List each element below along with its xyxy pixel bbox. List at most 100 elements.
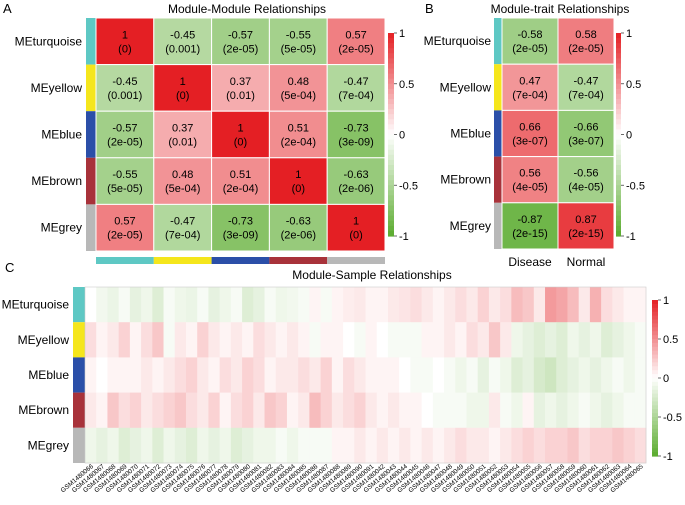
panel-c-legend-swatch — [652, 335, 658, 340]
panel-b-legend-swatch — [616, 164, 621, 171]
panel-b-row-color-bar — [494, 18, 502, 65]
panel-b-legend-swatch — [616, 33, 621, 39]
panel-a-legend-swatch — [388, 83, 394, 90]
panel-a-cell-value: -0.57 — [228, 29, 253, 41]
panel-c-color-legend: 1 0.5 0 -0.5 -1 — [652, 295, 682, 463]
panel-c-cell — [421, 322, 434, 358]
panel-a-row-label: MEblue — [41, 128, 82, 142]
panel-a-cell-pvalue: (0.001) — [107, 90, 142, 102]
panel-c-cell — [309, 392, 322, 429]
panel-c-cell — [511, 322, 523, 358]
panel-c-cell — [96, 427, 108, 464]
panel-b-cell-pvalue: (7e-04) — [568, 89, 603, 101]
panel-b-heatmap: MEturquoise MEyellow MEblue MEbrown MEgrey Di… — [424, 17, 615, 269]
panel-c-cell — [533, 287, 546, 323]
panel-c-legend-swatch — [652, 389, 658, 395]
panel-c-cell — [634, 427, 647, 464]
panel-a-cell — [95, 203, 155, 252]
panel-a-cell-pvalue: (0) — [349, 230, 362, 242]
panel-a-row-color-bar — [86, 157, 96, 205]
panel-c-cell — [376, 287, 389, 323]
panel-a-cell-value: 1 — [295, 169, 301, 181]
panel-a-cell-value: -0.73 — [344, 123, 369, 135]
panel-c-legend-swatch — [652, 350, 658, 356]
panel-c-cell — [174, 322, 187, 358]
panel-a-row-label: MEgrey — [41, 221, 82, 235]
panel-b-cell — [501, 109, 559, 158]
panel-c-cell — [589, 322, 602, 358]
panel-a-legend-swatch — [388, 159, 394, 166]
panel-c-cell — [309, 287, 322, 323]
panel-a-legend-swatch — [388, 43, 394, 49]
panel-a-cell-value: 1 — [180, 76, 186, 88]
panel-b-legend-swatch — [616, 104, 621, 110]
panel-a-cell-pvalue: (2e-04) — [223, 183, 258, 195]
panel-c-cell — [444, 392, 456, 429]
panel-a-legend-swatch — [388, 38, 394, 44]
panel-c-cell — [522, 357, 535, 393]
panel-c-cell — [421, 287, 434, 323]
panel-b-legend-swatch — [616, 200, 621, 207]
panel-c-cell — [354, 427, 366, 464]
panel-b-cell-pvalue: (2e-15) — [568, 228, 603, 240]
panel-c-cell — [365, 287, 378, 323]
panel-a-cell-pvalue: (2e-06) — [338, 183, 373, 195]
panel-c-legend-swatch — [652, 417, 658, 422]
panel-b-legend-swatch — [616, 83, 621, 90]
panel-c-cell — [589, 427, 602, 464]
panel-c-cell — [275, 392, 288, 429]
panel-b-legend-swatch — [616, 230, 621, 237]
panel-c-cell — [118, 287, 131, 323]
panel-c-row-color-bar — [73, 287, 85, 323]
panel-b-legend-swatch — [616, 48, 621, 54]
panel-b-legend-swatch — [616, 124, 621, 131]
panel-b-legend-swatch — [616, 225, 621, 232]
panel-b-cell-pvalue: (4e-05) — [512, 182, 547, 194]
panel-c-legend-swatch — [652, 370, 658, 375]
panel-b-legend-swatch — [616, 68, 621, 75]
panel-c-cell — [331, 287, 344, 323]
panel-c-cell — [264, 322, 277, 358]
panel-b-row-label: MEturquoise — [424, 34, 492, 48]
panel-c-row-label: MEturquoise — [2, 298, 70, 312]
panel-a-cell-pvalue: (2e-05) — [223, 43, 258, 55]
panel-b-legend-swatch — [616, 159, 621, 166]
panel-c-row-color-bar — [73, 322, 85, 358]
panel-c-cell — [85, 427, 97, 464]
panel-a-cell-value: -0.63 — [344, 169, 369, 181]
panel-c-cell — [477, 357, 490, 393]
panel-c-cell — [118, 322, 131, 358]
panel-a-legend-swatch — [388, 109, 394, 115]
panel-b-legend-swatch — [616, 119, 621, 125]
panel-c-cell — [477, 427, 490, 464]
panel-a-row-label: MEyellow — [31, 81, 83, 95]
panel-a-cell-pvalue: (0) — [118, 43, 131, 55]
panel-c-cell — [298, 392, 310, 429]
panel-a-legend-swatch — [388, 114, 394, 120]
panel-c-cell — [533, 322, 546, 358]
panel-a-cell-value: -0.47 — [170, 216, 195, 228]
panel-a-cell-value: 0.51 — [230, 169, 251, 181]
panel-b-legend-swatch — [616, 144, 621, 151]
panel-a-row-label: MEbrown — [31, 174, 82, 188]
panel-a-legend-swatch — [388, 119, 394, 125]
panel-c-legend-swatch — [652, 300, 658, 305]
panel-a-row-color-bar — [86, 111, 96, 158]
panel-c-cell — [118, 427, 131, 464]
panel-b-cell-value: 0.56 — [519, 168, 540, 180]
panel-c-cell — [567, 427, 580, 464]
panel-c-legend-swatch — [652, 432, 658, 438]
panel-c-cell — [141, 287, 153, 323]
panel-c-cell — [601, 392, 613, 429]
panel-b-cell-pvalue: (3e-07) — [568, 136, 603, 148]
panel-c-cell — [309, 427, 322, 464]
panel-a-legend-swatch — [388, 73, 394, 80]
panel-b-legend-swatch — [616, 109, 621, 115]
panel-b-letter: B — [425, 1, 434, 16]
panel-a-cell-pvalue: (5e-05) — [281, 43, 316, 55]
panel-c-legend-swatch — [652, 448, 658, 453]
panel-c-cell — [242, 392, 254, 429]
panel-c-cell — [208, 357, 221, 393]
panel-c-row-color-bar — [73, 392, 85, 428]
panel-c-cell — [466, 392, 479, 429]
